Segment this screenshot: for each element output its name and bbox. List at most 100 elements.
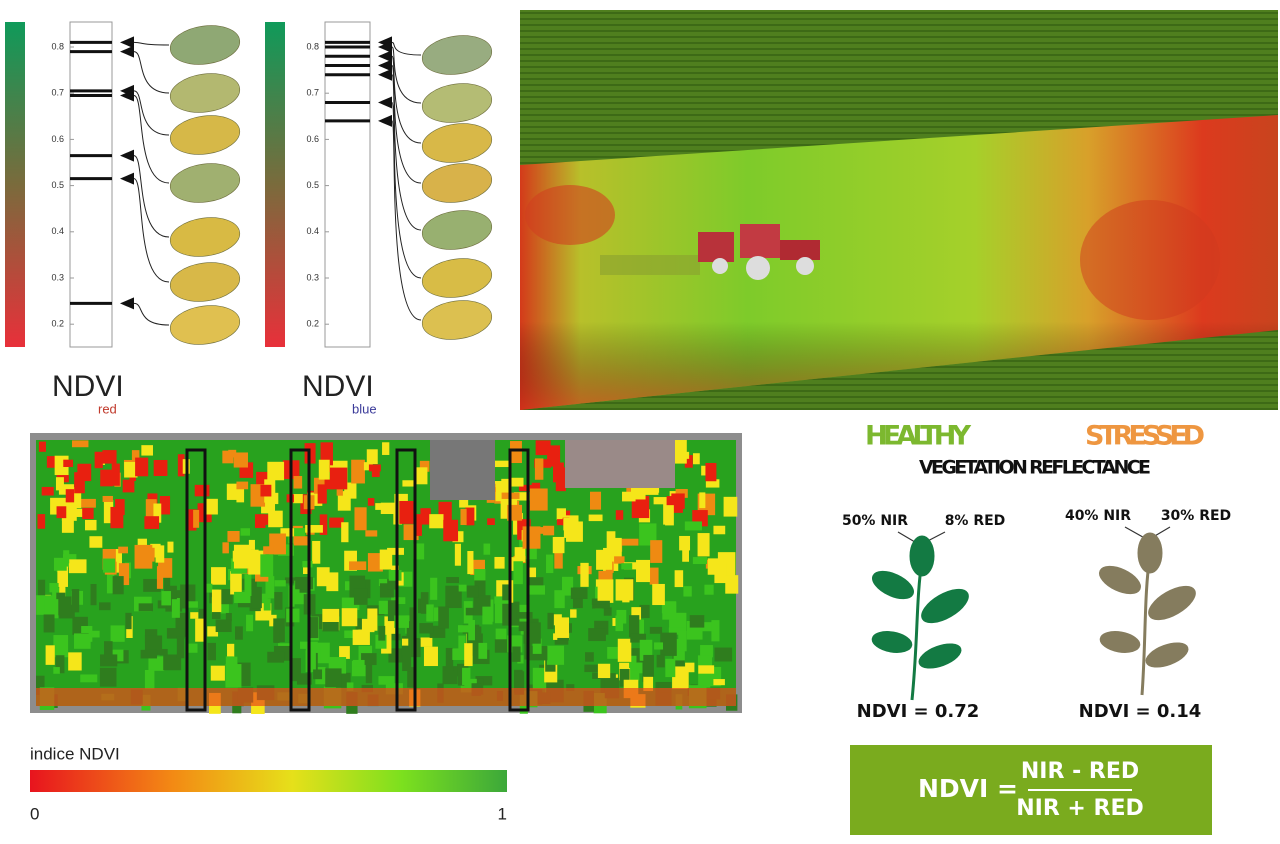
map-cell bbox=[352, 629, 370, 645]
map-cell bbox=[260, 554, 274, 577]
map-cell bbox=[630, 633, 647, 643]
map-cell bbox=[413, 543, 425, 560]
map-cell bbox=[622, 593, 630, 603]
map-cell bbox=[366, 449, 378, 465]
map-cell bbox=[344, 630, 354, 639]
map-cell bbox=[80, 674, 98, 683]
map-cell bbox=[483, 543, 491, 555]
map-cell bbox=[597, 581, 611, 601]
map-cell bbox=[194, 484, 210, 497]
level-arrow bbox=[120, 172, 134, 185]
map-cell bbox=[233, 452, 248, 468]
map-cell bbox=[211, 589, 222, 613]
leaf bbox=[421, 163, 493, 203]
map-cell bbox=[167, 541, 174, 553]
map-cell bbox=[153, 503, 162, 523]
leaf bbox=[421, 300, 493, 340]
map-cell bbox=[378, 578, 395, 587]
leaf bbox=[421, 258, 493, 298]
reflectance: HEALTHY STRESSED VEGETATION REFLECTANCE … bbox=[842, 421, 1231, 723]
tick-label: 0.7 bbox=[51, 88, 64, 98]
map-cell bbox=[636, 619, 645, 638]
map-cell bbox=[683, 586, 692, 597]
map-cell bbox=[685, 662, 695, 673]
formula-denominator: NIR + RED bbox=[1016, 796, 1144, 821]
tick-label: 0.8 bbox=[306, 41, 319, 51]
map-cell bbox=[225, 656, 234, 666]
map-cell bbox=[692, 557, 708, 565]
map-cell bbox=[513, 561, 523, 585]
map-cell bbox=[233, 544, 251, 569]
map-cell bbox=[588, 628, 606, 642]
map-cell bbox=[274, 592, 283, 610]
map-cell bbox=[475, 676, 493, 686]
map-building bbox=[565, 440, 675, 488]
map-cell bbox=[166, 628, 185, 639]
level-arrow bbox=[120, 89, 134, 102]
map-cell bbox=[492, 460, 510, 468]
map-cell bbox=[682, 540, 690, 562]
map-cell bbox=[692, 453, 700, 465]
map-cell bbox=[155, 545, 165, 563]
connector bbox=[391, 46, 422, 104]
map-cell bbox=[501, 478, 512, 502]
map-cell bbox=[72, 440, 89, 448]
map-cell bbox=[474, 569, 486, 587]
map-cell bbox=[326, 572, 339, 592]
map-cell bbox=[104, 641, 113, 659]
map-cell bbox=[274, 580, 286, 587]
map-cell bbox=[110, 506, 124, 529]
map-cell bbox=[546, 554, 554, 574]
map-cell bbox=[466, 585, 479, 598]
map-cell bbox=[305, 650, 316, 673]
map-cell bbox=[115, 549, 122, 573]
leaf bbox=[169, 262, 241, 302]
leaf bbox=[421, 83, 493, 123]
map-cell bbox=[617, 638, 632, 662]
map-cell bbox=[458, 635, 466, 651]
map-cell bbox=[529, 488, 548, 511]
map-cell bbox=[660, 632, 677, 656]
map-cell bbox=[643, 654, 654, 677]
map-cell bbox=[554, 617, 570, 638]
stressed-plant bbox=[1099, 532, 1196, 696]
leaf-scales: 0.80.70.60.50.40.30.2NDVIred0.80.70.60.5… bbox=[5, 21, 493, 416]
map-cell bbox=[684, 521, 702, 531]
map-cell bbox=[725, 575, 739, 594]
map-cell bbox=[141, 445, 153, 456]
map-cell bbox=[268, 510, 283, 528]
map-cell bbox=[341, 522, 349, 543]
map-cell bbox=[592, 672, 601, 679]
map-cell bbox=[38, 441, 46, 452]
tick-label: 0.7 bbox=[306, 88, 319, 98]
map-cell bbox=[99, 667, 117, 687]
map-cell bbox=[53, 635, 69, 658]
map-cell bbox=[556, 519, 565, 526]
map-cell bbox=[137, 538, 147, 548]
map-cell bbox=[354, 507, 367, 531]
tick-label: 0.6 bbox=[306, 134, 319, 144]
map-cell bbox=[289, 658, 301, 682]
tractor bbox=[698, 224, 820, 280]
map-cell bbox=[375, 634, 387, 649]
map-cell bbox=[465, 507, 475, 526]
map-cell bbox=[227, 643, 235, 663]
map-cell bbox=[387, 578, 399, 590]
map-cell bbox=[55, 477, 64, 491]
map-cell bbox=[570, 609, 577, 618]
map-cell bbox=[535, 440, 551, 456]
map-cell bbox=[302, 561, 313, 568]
aerial-photo bbox=[520, 10, 1278, 410]
connector bbox=[133, 95, 170, 184]
map-cell bbox=[367, 553, 383, 572]
map-cell bbox=[293, 476, 303, 489]
map-cell bbox=[698, 671, 711, 688]
map-cell bbox=[532, 638, 542, 654]
map-cell bbox=[713, 679, 725, 686]
map-cell bbox=[163, 575, 171, 596]
tick-label: 0.6 bbox=[51, 134, 64, 144]
map-cell bbox=[161, 591, 171, 606]
map-cell bbox=[74, 472, 85, 494]
map-cell bbox=[187, 643, 198, 653]
